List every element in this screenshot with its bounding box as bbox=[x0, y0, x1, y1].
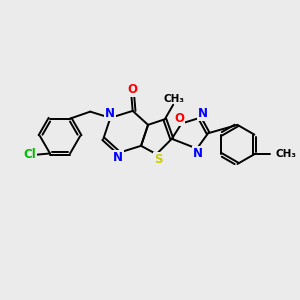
Text: N: N bbox=[113, 151, 123, 164]
Text: Cl: Cl bbox=[23, 148, 36, 161]
Text: S: S bbox=[154, 153, 163, 166]
Text: CH₃: CH₃ bbox=[163, 94, 184, 104]
Text: N: N bbox=[105, 106, 115, 120]
Text: CH₃: CH₃ bbox=[276, 149, 297, 159]
Text: N: N bbox=[193, 147, 203, 160]
Text: O: O bbox=[128, 83, 138, 96]
Text: O: O bbox=[174, 112, 184, 125]
Text: N: N bbox=[197, 106, 208, 120]
